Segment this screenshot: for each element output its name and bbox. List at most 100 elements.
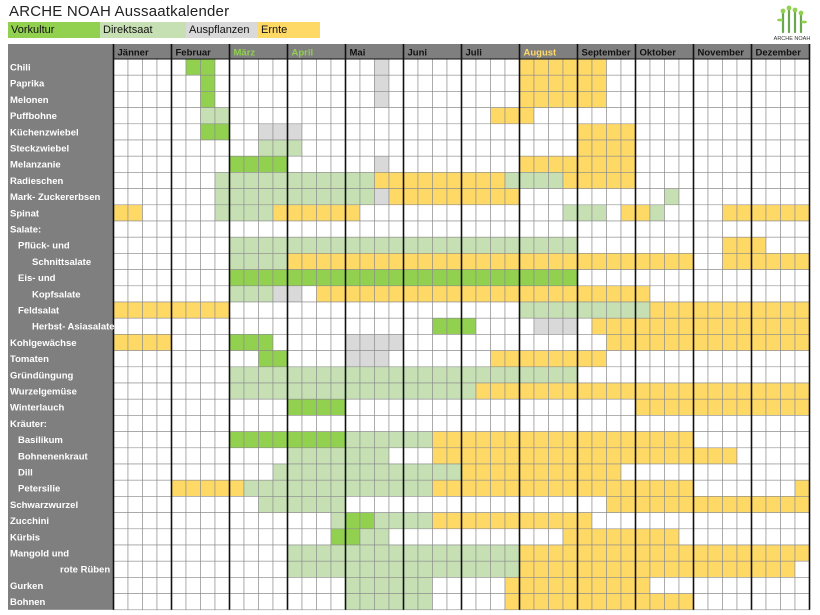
calendar-cell (606, 155, 622, 173)
crop-label: Schnittsalate (32, 257, 91, 268)
calendar-cell (345, 560, 361, 578)
calendar-cell (446, 58, 462, 76)
calendar-cell (287, 512, 303, 530)
calendar-cell (229, 398, 245, 416)
calendar-cell (490, 479, 506, 497)
calendar-cell (504, 236, 520, 254)
calendar-cell (171, 593, 187, 611)
calendar-cell (359, 204, 375, 222)
calendar-cell (678, 512, 694, 530)
calendar-cell (780, 593, 796, 611)
calendar-cell (403, 382, 419, 400)
calendar-cell (577, 593, 593, 611)
calendar-cell (664, 528, 680, 546)
calendar-cell (171, 107, 187, 125)
calendar-cell (794, 317, 810, 335)
calendar-cell (780, 107, 796, 125)
calendar-cell (345, 91, 361, 108)
calendar-cell (272, 366, 288, 384)
crop-label: Steckzwiebel (10, 144, 69, 155)
calendar-cell (185, 560, 201, 578)
calendar-cell (359, 398, 375, 416)
calendar-cell (388, 91, 404, 108)
calendar-cell (229, 431, 245, 449)
calendar-cell (229, 334, 245, 351)
calendar-cell (417, 366, 433, 384)
calendar-cell (649, 431, 665, 449)
calendar-cell (693, 544, 709, 562)
calendar-cell (635, 560, 651, 578)
calendar-cell (664, 253, 680, 270)
calendar-cell (185, 91, 201, 108)
calendar-cell (635, 155, 651, 173)
calendar-cell (504, 204, 520, 222)
calendar-cell (388, 350, 404, 368)
crop-label: Gründüngung (10, 370, 74, 381)
calendar-cell (765, 463, 781, 481)
calendar-cell (374, 123, 390, 141)
calendar-cell (591, 236, 607, 254)
calendar-cell (475, 366, 491, 384)
calendar-cell (736, 350, 752, 368)
calendar-cell (301, 415, 317, 432)
calendar-cell (794, 577, 810, 594)
calendar-cell (548, 447, 564, 465)
crop-label: Bohnenenkraut (18, 451, 89, 462)
calendar-cell (301, 317, 317, 335)
calendar-cell (461, 593, 477, 611)
calendar-cell (794, 560, 810, 578)
calendar-cell (345, 382, 361, 400)
calendar-cell (171, 512, 187, 530)
calendar-cell (736, 447, 752, 465)
calendar-cell (214, 74, 230, 92)
calendar-cell (243, 155, 259, 173)
calendar-cell (722, 188, 738, 206)
calendar-cell (490, 334, 506, 351)
calendar-cell (794, 285, 810, 303)
calendar-cell (432, 431, 448, 449)
calendar-cell (504, 479, 520, 497)
calendar-cell (707, 107, 723, 125)
calendar-cell (736, 139, 752, 157)
calendar-cell (722, 479, 738, 497)
calendar-cell (620, 220, 636, 238)
month-label: Mai (350, 48, 366, 59)
calendar-cell (635, 204, 651, 222)
calendar-cell (490, 560, 506, 578)
calendar-cell (258, 188, 274, 206)
calendar-cell (113, 285, 129, 303)
calendar-cell (533, 479, 549, 497)
calendar-cell (258, 544, 274, 562)
calendar-cell (649, 107, 665, 125)
calendar-cell (765, 334, 781, 351)
calendar-cell (765, 74, 781, 92)
calendar-cell (243, 415, 259, 432)
calendar-cell (461, 398, 477, 416)
calendar-cell (185, 253, 201, 270)
calendar-cell (171, 431, 187, 449)
calendar-cell (707, 479, 723, 497)
calendar-cell (374, 91, 390, 108)
calendar-cell (620, 58, 636, 76)
calendar-cell (258, 269, 274, 287)
calendar-cell (258, 512, 274, 530)
calendar-cell (794, 528, 810, 546)
calendar-cell (359, 463, 375, 481)
calendar-cell (142, 350, 158, 368)
calendar-cell (577, 123, 593, 141)
calendar-cell (229, 512, 245, 530)
calendar-cell (403, 253, 419, 270)
calendar-cell (794, 269, 810, 287)
calendar-cell (171, 496, 187, 513)
calendar-cell (287, 528, 303, 546)
calendar-cell (504, 220, 520, 238)
calendar-cell (591, 496, 607, 513)
calendar-cell (171, 334, 187, 351)
calendar-cell (707, 463, 723, 481)
calendar-cell (359, 74, 375, 92)
calendar-cell (490, 528, 506, 546)
calendar-cell (127, 463, 143, 481)
calendar-cell (258, 463, 274, 481)
calendar-cell (142, 188, 158, 206)
